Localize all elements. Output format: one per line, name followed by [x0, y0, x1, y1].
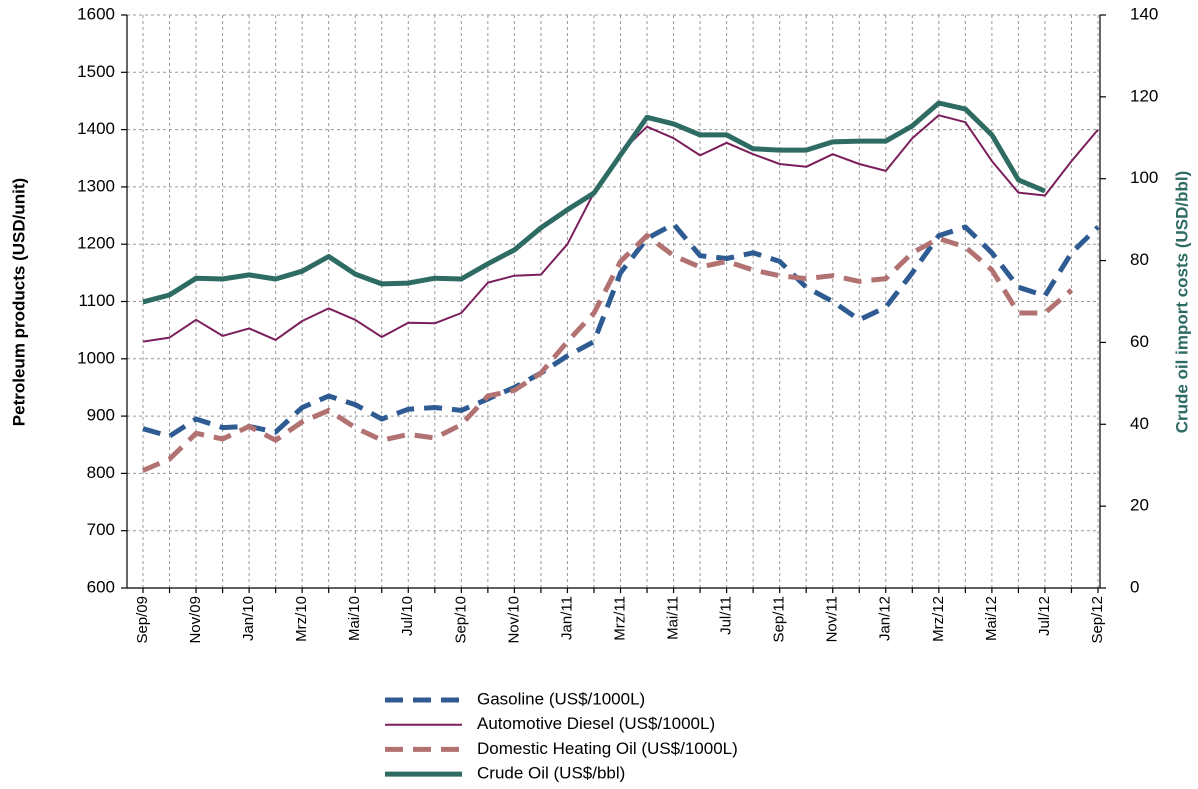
y2-tick-label: 0 — [1130, 577, 1139, 596]
y2-axis-label: Crude oil import costs (USD/bbl) — [1172, 171, 1191, 434]
series-line — [142, 233, 1074, 473]
y-tick-label: 1100 — [78, 291, 115, 310]
x-tick-label: Nov/11 — [824, 596, 841, 642]
x-tick-label: Sep/12 — [1089, 596, 1106, 644]
y2-tick-label: 140 — [1130, 4, 1158, 23]
x-tick-label: Mai/11 — [665, 596, 682, 640]
y-tick-label: 800 — [87, 463, 115, 482]
x-tick-label: Jul/10 — [399, 596, 416, 636]
x-tick-label: Jul/12 — [1036, 596, 1053, 636]
y-tick-label: 600 — [87, 577, 115, 596]
x-tick-label: Sep/11 — [771, 596, 788, 642]
x-tick-label: Jan/10 — [240, 596, 257, 641]
legend-label: Crude Oil (US$/bbl) — [477, 764, 625, 783]
x-tick-label: Nov/09 — [187, 596, 204, 644]
x-tick-label: Mrz/12 — [930, 596, 947, 642]
y2-tick-label: 40 — [1130, 414, 1149, 433]
y-tick-label: 1500 — [77, 62, 115, 81]
y-tick-label: 1300 — [77, 176, 115, 195]
y-tick-label: 900 — [87, 406, 115, 425]
x-tick-label: Mai/12 — [983, 596, 1000, 641]
y-tick-label: 1600 — [77, 4, 115, 23]
y2-tick-label: 60 — [1130, 332, 1149, 351]
legend-label: Gasoline (US$/1000L) — [477, 689, 645, 708]
y-axis-label: Petroleum products (USD/unit) — [9, 178, 28, 426]
x-tick-label: Jan/11 — [558, 596, 575, 640]
legend-label: Domestic Heating Oil (US$/1000L) — [477, 739, 738, 758]
x-tick-label: Jan/12 — [877, 596, 894, 641]
y-tick-label: 1000 — [77, 348, 115, 367]
x-tick-label: Nov/10 — [505, 596, 522, 644]
x-tick-label: Mrz/11 — [611, 596, 628, 641]
y-tick-label: 700 — [87, 520, 115, 539]
x-tick-label: Jul/11 — [718, 596, 735, 635]
series-line — [142, 100, 1046, 305]
y2-tick-label: 100 — [1130, 168, 1158, 187]
y2-tick-label: 120 — [1130, 86, 1158, 105]
y2-tick-label: 20 — [1130, 496, 1149, 515]
series-line — [142, 221, 1100, 439]
x-tick-label: Sep/10 — [452, 596, 469, 644]
y-tick-label: 1200 — [77, 234, 115, 253]
x-tick-label: Mai/10 — [346, 596, 363, 641]
x-tick-label: Sep/09 — [134, 596, 151, 644]
y-tick-label: 1400 — [77, 119, 115, 138]
y2-tick-label: 80 — [1130, 250, 1149, 269]
legend-label: Automotive Diesel (US$/1000L) — [477, 714, 715, 733]
x-tick-label: Mrz/10 — [293, 596, 310, 642]
